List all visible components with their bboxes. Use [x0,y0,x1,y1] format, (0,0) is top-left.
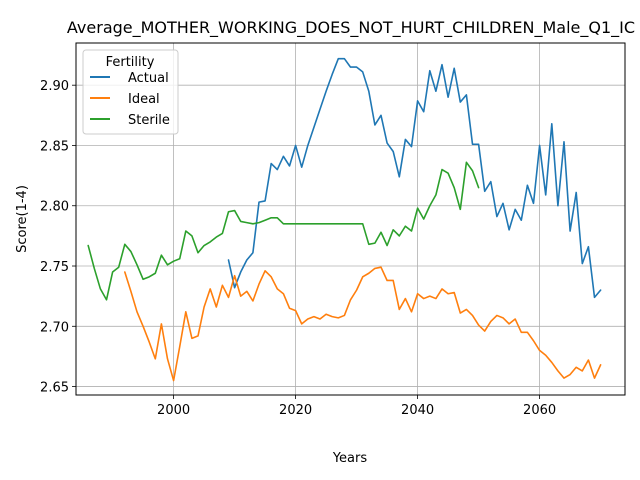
series-lines [87,57,602,382]
axis-ticks: 2000 2020 2040 2060 2.65 2.70 2.75 2.80 2.85 2.90 [40,79,556,418]
y-tick-label: 2.70 [40,320,69,335]
x-axis-label: Years [332,451,368,466]
x-tick-label: 2060 [523,403,556,418]
legend-label-sterile: Sterile [128,113,170,128]
y-tick-label: 2.65 [40,381,69,396]
y-axis-label: Score(1-4) [15,185,30,253]
legend-label-ideal: Ideal [128,92,160,107]
y-tick-label: 2.90 [40,79,69,94]
x-tick-label: 2020 [279,403,312,418]
legend-title: Fertility [106,55,155,70]
plot-frame [75,42,626,396]
series-line-actual [227,57,602,299]
y-tick-label: 2.80 [40,200,69,215]
series-line-sterile [87,161,480,301]
legend: Fertility Actual Ideal Sterile [82,49,179,135]
legend-box [82,49,179,135]
y-tick-label: 2.85 [40,139,69,154]
x-tick-label: 2040 [401,403,434,418]
x-tick-label: 2000 [157,403,190,418]
chart-title: Average_MOTHER_WORKING_DOES_NOT_HURT_CHI… [67,18,635,38]
legend-label-actual: Actual [128,71,169,86]
y-tick-label: 2.75 [40,260,69,275]
series-line-ideal [124,266,602,382]
plot-area: 2000 2020 2040 2060 2.65 2.70 2.75 2.80 2.85 2.90 [40,42,626,418]
